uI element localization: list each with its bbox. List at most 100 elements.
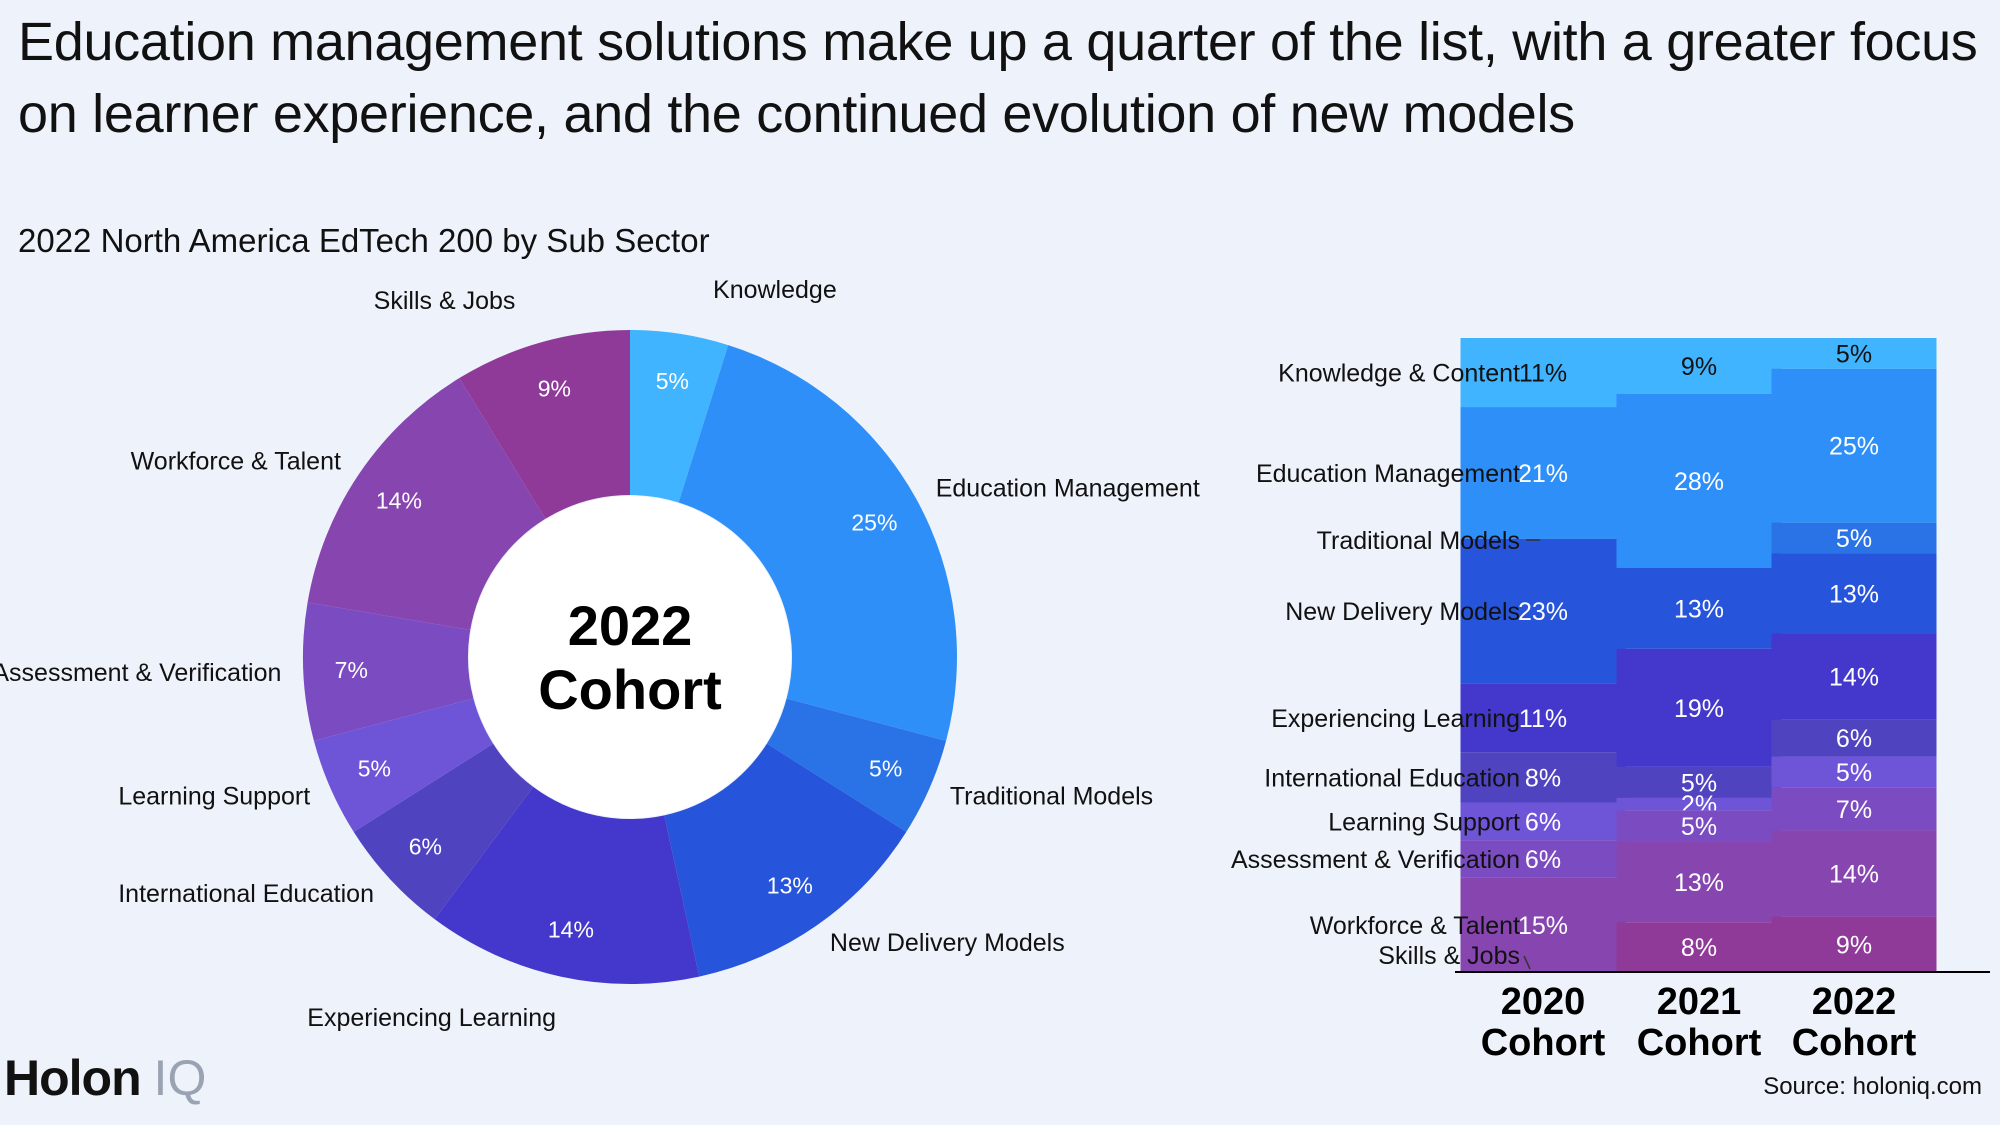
bar-value-label: 8% — [1681, 934, 1717, 962]
donut-center-year: 2022 — [568, 594, 693, 657]
donut-value-label: 14% — [548, 917, 594, 943]
bar-segment-learning-support — [1771, 756, 1937, 788]
bar-series-label: Assessment & Verification — [1231, 846, 1520, 874]
bar-segment-new-delivery-models — [1460, 538, 1626, 684]
donut-value-label: 6% — [409, 834, 442, 860]
donut-slice-education-management — [678, 345, 957, 741]
bar-value-label: 6% — [1525, 808, 1561, 836]
bar-value-label: 5% — [1681, 813, 1717, 841]
bar-segment-new-delivery-models — [1771, 553, 1937, 634]
holon-iq-logo: Holon IQ — [4, 1048, 206, 1108]
bar-segment-skills-and-jobs — [1771, 916, 1937, 972]
donut-slice-experiencing-learning — [434, 786, 700, 985]
donut-slice-learning-support — [313, 698, 494, 832]
stacked-bar-chart: 11%21%23%11%8%6%6%15%2020Cohort9%28%13%1… — [1231, 338, 1990, 1064]
bar-value-label: 28% — [1674, 468, 1724, 496]
bar-value-label: 11% — [1519, 705, 1567, 733]
bar-value-label: 8% — [1525, 764, 1561, 792]
bar-segment-international-education — [1460, 752, 1626, 803]
bar-segment-learning-support — [1616, 797, 1782, 811]
donut-category-label: Skills & Jobs — [374, 287, 516, 315]
bar-category-year: 2020 — [1501, 981, 1586, 1023]
bar-category-word: Cohort — [1637, 1022, 1762, 1064]
donut-slice-skills-and-jobs — [459, 330, 630, 519]
bar-value-label: 14% — [1829, 664, 1879, 692]
bar-category-year: 2021 — [1657, 981, 1742, 1023]
bar-value-label: 11% — [1519, 360, 1567, 388]
bar-segment-workforce-and-talent — [1460, 877, 1626, 972]
logo-name: Holon — [4, 1050, 142, 1106]
donut-category-label: New Delivery Models — [830, 929, 1065, 957]
bar-value-label: 5% — [1836, 340, 1872, 368]
bar-value-label: 14% — [1829, 861, 1879, 889]
skills-jobs-leader-line — [1523, 955, 1531, 970]
bar-category-word: Cohort — [1792, 1022, 1917, 1064]
bar-segment-experiencing-learning — [1616, 648, 1782, 767]
donut-center — [469, 496, 791, 818]
bar-segment-new-delivery-models — [1616, 567, 1782, 649]
donut-value-label: 25% — [851, 509, 897, 535]
bar-segment-skills-and-jobs — [1616, 922, 1782, 972]
donut-category-label: Education Management — [936, 475, 1200, 503]
bar-segment-education-management — [1771, 368, 1937, 523]
bar-segment-traditional-models — [1771, 522, 1937, 554]
donut-center-word: Cohort — [538, 658, 722, 721]
bar-segment-international-education — [1616, 766, 1782, 798]
bar-segment-knowledge-and-content — [1771, 338, 1937, 369]
donut-slice-assessment-and-verification — [303, 602, 474, 741]
bar-value-label: 15% — [1518, 912, 1568, 940]
bar-value-label: 13% — [1674, 869, 1724, 897]
donut-category-label: International Education — [118, 880, 374, 908]
bar-segment-education-management — [1460, 407, 1626, 539]
donut-category-label: Experiencing Learning — [307, 1004, 556, 1032]
donut-chart: 5% Knowledge 25% Education Management 5% Trad… — [0, 276, 1200, 1032]
bar-segment-international-education — [1771, 719, 1937, 757]
donut-slice-international-education — [353, 743, 534, 920]
donut-value-label: 5% — [656, 368, 689, 394]
donut-category-label: Learning Support — [118, 783, 310, 811]
donut-slice-traditional-models — [766, 698, 947, 832]
bar-series-label: Traditional Models — [1317, 527, 1520, 555]
source-note: Source: holoniq.com — [1763, 1073, 1982, 1100]
bar-segment-experiencing-learning — [1771, 633, 1937, 720]
bar-series-label: Experiencing Learning — [1271, 705, 1520, 733]
bar-series-label: Learning Support — [1328, 808, 1520, 836]
bar-segment-assessment-and-verification — [1460, 840, 1626, 878]
bar-series-label: Skills & Jobs — [1378, 942, 1520, 970]
bar-segment-workforce-and-talent — [1616, 841, 1782, 923]
donut-value-label: 5% — [869, 756, 902, 782]
donut-slice-new-delivery-models — [664, 743, 907, 977]
bar-value-label: 5% — [1836, 759, 1872, 787]
bar-value-label: 5% — [1836, 525, 1872, 553]
subtitle: 2022 North America EdTech 200 by Sub Sec… — [18, 222, 710, 259]
bar-segment-knowledge-and-content — [1460, 338, 1626, 408]
bar-value-label: 9% — [1681, 353, 1717, 381]
bar-series-label: International Education — [1264, 764, 1520, 792]
bar-segment-knowledge-and-content — [1616, 338, 1782, 394]
bar-value-label: 9% — [1836, 931, 1872, 959]
bar-value-label: 13% — [1674, 595, 1724, 623]
bar-series-label: Education Management — [1256, 460, 1520, 488]
bar-value-label: 6% — [1836, 725, 1872, 753]
donut-category-label: Assessment & Verification — [0, 659, 281, 687]
logo-suffix: IQ — [153, 1050, 207, 1106]
bar-value-label: 21% — [1518, 460, 1568, 488]
headline: Education management solutions make up a… — [18, 12, 1978, 144]
bar-segment-assessment-and-verification — [1771, 787, 1937, 831]
bar-series-label: Knowledge & Content — [1278, 360, 1520, 388]
bar-series-label: New Delivery Models — [1285, 598, 1520, 626]
bar-series-label: Workforce & Talent — [1310, 912, 1520, 940]
bar-category-word: Cohort — [1481, 1022, 1606, 1064]
bar-segment-workforce-and-talent — [1771, 830, 1937, 917]
bar-segment-assessment-and-verification — [1616, 810, 1782, 842]
bar-value-label: 25% — [1829, 433, 1879, 461]
bar-value-label: 23% — [1518, 598, 1568, 626]
donut-slice-workforce-and-talent — [307, 378, 546, 630]
donut-value-label: 7% — [335, 657, 368, 683]
donut-value-label: 13% — [767, 873, 813, 899]
bar-segment-experiencing-learning — [1460, 683, 1626, 753]
bar-value-label: 5% — [1681, 769, 1717, 797]
bar-segment-education-management — [1616, 393, 1782, 568]
donut-value-label: 5% — [358, 756, 391, 782]
